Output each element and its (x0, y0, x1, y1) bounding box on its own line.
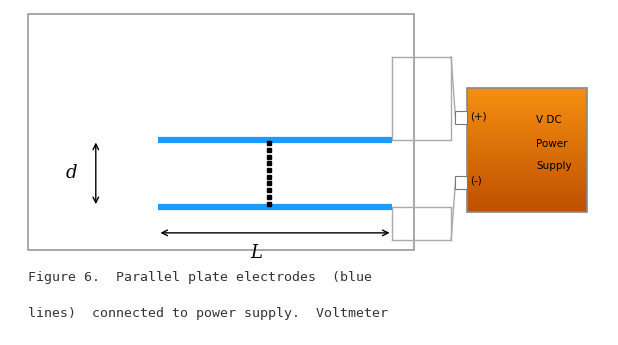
Bar (455, 176, 467, 189)
Bar (467, 135, 587, 136)
Bar (467, 186, 587, 187)
Bar (467, 117, 587, 119)
Bar (467, 141, 587, 142)
Bar (467, 201, 587, 203)
Bar (467, 172, 587, 173)
Bar (28, 14, 414, 250)
Bar (467, 210, 587, 212)
Bar (467, 116, 587, 117)
Bar (467, 173, 587, 175)
Bar (467, 131, 587, 133)
Bar (467, 194, 587, 195)
Bar (467, 96, 587, 97)
Text: (+): (+) (470, 111, 486, 121)
Bar (467, 209, 587, 210)
Bar (467, 146, 587, 147)
Bar (467, 187, 587, 189)
Bar (467, 119, 587, 120)
Text: Power: Power (536, 139, 568, 149)
Text: (-): (-) (470, 176, 481, 186)
Bar (467, 91, 587, 92)
Bar (467, 93, 587, 94)
Bar (467, 94, 587, 96)
Bar (467, 111, 587, 113)
Bar (467, 124, 587, 125)
Bar (467, 127, 587, 128)
Text: Figure 6.  Parallel plate electrodes  (blue: Figure 6. Parallel plate electrodes (blu… (28, 271, 372, 284)
Bar (467, 105, 587, 107)
Bar (467, 166, 587, 167)
Bar (467, 102, 587, 103)
Bar (455, 111, 467, 124)
Text: Supply: Supply (536, 161, 572, 171)
Text: lines)  connected to power supply.  Voltmeter: lines) connected to power supply. Voltme… (28, 307, 388, 321)
Bar (467, 121, 587, 122)
Bar (467, 169, 587, 170)
Bar (467, 179, 587, 181)
Bar (467, 90, 587, 91)
Text: L: L (250, 244, 263, 262)
Bar (467, 153, 587, 155)
Bar (467, 177, 587, 178)
Bar (467, 170, 587, 172)
Bar (467, 161, 587, 162)
Bar (467, 138, 587, 139)
Bar (467, 184, 587, 186)
Bar (467, 136, 587, 138)
Bar (467, 183, 587, 184)
Bar (467, 198, 587, 200)
Bar (467, 206, 587, 207)
Bar (467, 144, 587, 146)
Bar (467, 110, 587, 111)
Bar (467, 107, 587, 108)
Bar (467, 147, 587, 148)
Bar (467, 104, 587, 105)
Bar (467, 203, 587, 204)
Text: V DC: V DC (536, 115, 562, 125)
Bar (467, 150, 587, 152)
Bar (467, 164, 587, 166)
Bar (467, 175, 587, 177)
Bar (467, 155, 587, 156)
Bar (467, 139, 587, 141)
Bar (467, 156, 587, 158)
Bar (467, 159, 587, 161)
Bar (467, 113, 587, 115)
Bar (467, 88, 587, 90)
Bar (467, 181, 587, 183)
Bar (467, 158, 587, 159)
Bar (467, 178, 587, 179)
Bar (467, 125, 587, 127)
Bar (467, 97, 587, 99)
Bar (467, 200, 587, 201)
Bar (467, 189, 587, 190)
Bar (467, 88, 587, 212)
Bar (467, 152, 587, 153)
Bar (467, 130, 587, 131)
Bar (467, 149, 587, 150)
Bar (467, 195, 587, 197)
Bar (467, 108, 587, 110)
Bar (467, 100, 587, 102)
Bar (467, 192, 587, 194)
Bar (467, 207, 587, 209)
Bar (467, 190, 587, 192)
Bar (467, 204, 587, 206)
Bar (467, 99, 587, 100)
Bar (467, 162, 587, 164)
Bar (467, 197, 587, 198)
Bar (467, 122, 587, 124)
Text: d: d (66, 164, 77, 183)
Bar (467, 167, 587, 169)
Bar (467, 133, 587, 135)
Bar (467, 128, 587, 130)
Bar (467, 115, 587, 116)
Bar (467, 142, 587, 144)
